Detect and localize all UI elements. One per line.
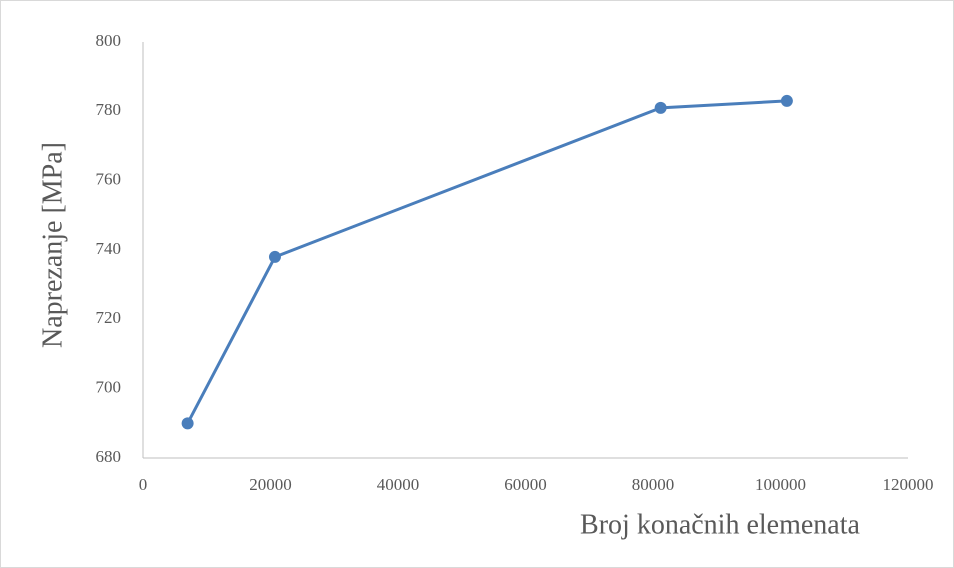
y-tick-label: 700 [96,378,122,397]
y-axis-title: Naprezanje [MPa] [37,142,68,348]
y-tick-label: 740 [96,239,122,258]
x-axis-title: Broj konačnih elemenata [580,509,860,540]
marker [181,417,194,430]
x-tick-label: 100000 [755,475,806,494]
x-tick-label: 40000 [377,475,420,494]
marker [268,250,281,263]
line [186,99,787,425]
x-tick-label: 20000 [249,475,292,494]
y-tick-label: 760 [96,170,122,189]
x-tick-label: 0 [139,475,148,494]
x-tick-label: 120000 [883,475,934,494]
y-tick-label: 720 [96,308,122,327]
y-tick-label: 780 [96,100,122,119]
y-tick-label: 680 [96,447,122,466]
x-tick-label: 80000 [632,475,675,494]
y-tick-label: 800 [96,31,122,50]
x-tick-label: 60000 [504,475,547,494]
marker [654,101,667,114]
marker [780,94,793,107]
